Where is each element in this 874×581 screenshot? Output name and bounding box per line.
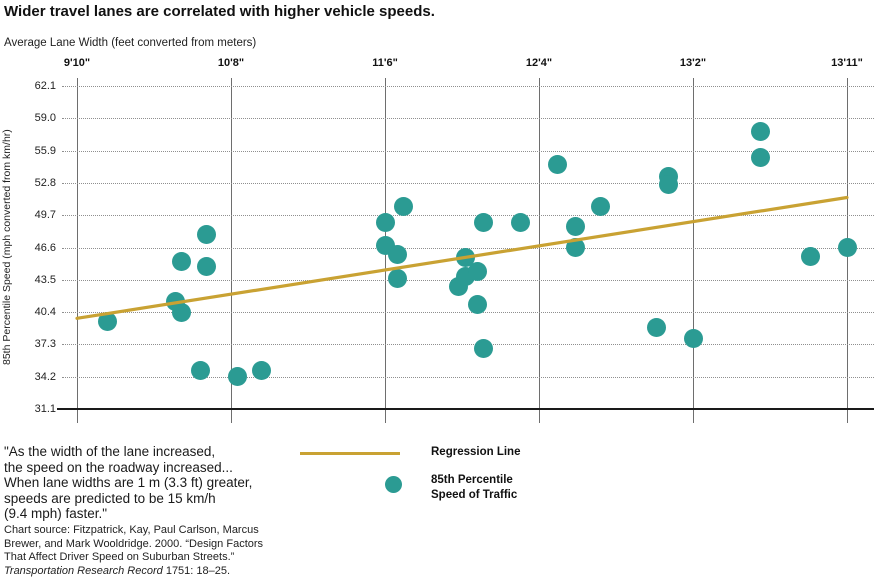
data-point <box>467 261 487 281</box>
y-gridline <box>62 86 874 87</box>
source-text: Chart source: Fitzpatrick, Kay, Paul Car… <box>4 524 264 563</box>
x-gridline <box>539 78 540 423</box>
y-gridline <box>62 215 874 217</box>
data-point <box>393 197 413 217</box>
data-point <box>837 238 857 257</box>
chart-title: Wider travel lanes are correlated with h… <box>4 3 435 20</box>
y-tick-label: 49.7 <box>34 209 56 222</box>
legend-regression-line-label: Regression Line <box>431 446 521 458</box>
data-point <box>474 212 494 232</box>
data-point <box>387 269 407 289</box>
data-point <box>172 302 192 322</box>
regression-line-layer <box>75 195 849 320</box>
data-point <box>566 238 586 257</box>
data-point <box>658 175 678 195</box>
data-point <box>511 212 531 232</box>
data-point <box>375 212 395 232</box>
data-point <box>227 367 247 387</box>
data-point <box>172 251 192 271</box>
x-axis-title: Average Lane Width (feet converted from … <box>4 37 257 49</box>
source-journal-italic: Transportation Research Record <box>4 564 163 577</box>
y-tick-label: 40.4 <box>34 306 56 319</box>
y-tick-label: 34.2 <box>34 370 56 383</box>
x-gridline <box>77 78 78 423</box>
y-gridline <box>62 344 874 346</box>
data-point <box>566 217 586 237</box>
y-tick-label: 31.1 <box>34 403 56 415</box>
y-tick-label: 62.1 <box>34 80 56 92</box>
data-point <box>591 197 611 217</box>
y-tick-label: 59.0 <box>34 112 56 125</box>
y-tick-label: 37.3 <box>34 338 56 351</box>
data-point <box>800 247 820 267</box>
y-tick-label: 43.5 <box>34 273 56 286</box>
x-axis-line <box>57 408 874 410</box>
y-gridline <box>62 376 874 378</box>
x-tick-label: 12'4" <box>525 57 553 69</box>
x-tick-label: 10'8" <box>217 57 245 69</box>
x-tick-label: 13'11" <box>831 57 863 69</box>
data-point <box>547 154 567 174</box>
data-point <box>196 256 216 276</box>
data-point <box>751 148 771 168</box>
legend-dot-swatch <box>385 476 402 493</box>
data-point <box>751 122 771 142</box>
x-gridline <box>693 78 694 423</box>
y-tick-label: 46.6 <box>34 241 56 254</box>
y-gridline <box>62 182 874 184</box>
x-tick-label: 13'2" <box>679 57 707 69</box>
chart-source: Chart source: Fitzpatrick, Kay, Paul Car… <box>4 524 349 578</box>
data-point <box>196 225 216 245</box>
x-tick-label: 11'6" <box>372 57 398 69</box>
data-point <box>646 318 666 338</box>
x-tick-label: 9'10" <box>63 57 91 69</box>
data-point <box>474 339 494 359</box>
legend-dot-label: 85th Percentile Speed of Traffic <box>431 474 518 501</box>
data-point <box>190 360 210 380</box>
y-gridline <box>62 118 874 120</box>
legend-regression-line-swatch <box>300 452 400 455</box>
data-point <box>387 245 407 265</box>
data-point <box>98 311 118 331</box>
data-point <box>683 328 703 348</box>
source-pages: 1751: 18–25. <box>162 564 231 577</box>
y-tick-label: 55.9 <box>34 144 56 157</box>
y-tick-label: 52.8 <box>34 176 56 189</box>
data-point <box>252 360 272 380</box>
caption-quote: "As the width of the lane increased, the… <box>4 444 253 521</box>
y-gridline <box>62 150 874 152</box>
